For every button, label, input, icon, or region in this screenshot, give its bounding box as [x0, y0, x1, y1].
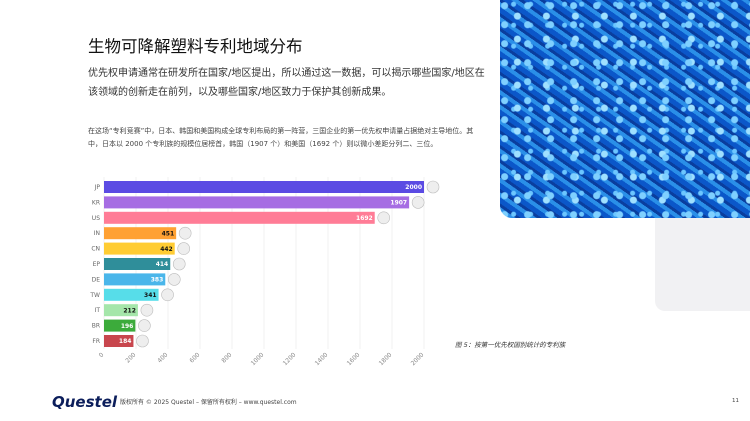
x-tick-label: 600 [188, 351, 201, 364]
flag-jp-icon [426, 180, 440, 194]
bar-chart: 0 200 400 600 800 1000 1200 1400 1600 1800 2000 JP 2… [89, 177, 440, 367]
gray-panel [655, 218, 750, 311]
x-tick-label: 200 [124, 351, 137, 364]
bar-cn [104, 242, 175, 255]
bar-kr [104, 196, 410, 209]
value-label: 1692 [356, 215, 373, 222]
bar-br [104, 319, 136, 332]
value-label: 184 [119, 338, 132, 345]
x-tick-label: 1200 [282, 351, 298, 367]
category-label-ep: EP [93, 261, 101, 268]
intro-text: 优先权申请通常在研发所在国家/地区提出，所以通过这一数据，可以揭示哪些国家/地区… [88, 68, 485, 98]
flag-fr-icon [136, 334, 149, 348]
bar-us [104, 211, 375, 224]
value-label: 442 [160, 246, 173, 253]
x-tick-label: 1400 [314, 351, 330, 367]
category-label-fr: FR [92, 338, 100, 345]
questel-logo: Questel [52, 393, 118, 411]
bar-ep [104, 258, 171, 270]
category-label-cn: CN [91, 246, 100, 253]
x-tick-label: 1600 [346, 351, 362, 367]
body-paragraph: 在这场“专利竞赛”中，日本、韩国和美国构成全球专利布局的第一阵营，三国企业的第一… [88, 127, 474, 148]
page-title: 生物可降解塑料专利地域分布 [88, 37, 303, 56]
flag-tw-icon [161, 288, 174, 302]
category-label-jp: JP [94, 184, 101, 191]
category-label-it: IT [95, 307, 101, 314]
category-label-us: US [92, 215, 100, 222]
x-tick-label: 400 [156, 351, 169, 364]
flag-br-icon [138, 319, 151, 332]
value-label: 341 [144, 292, 157, 299]
value-label: 383 [151, 277, 164, 284]
flag-ep-icon [172, 257, 186, 271]
blue-plastic-photo [500, 0, 750, 218]
x-tick-label: 1800 [378, 351, 394, 367]
category-label-in: IN [94, 230, 100, 237]
flag-cn-icon [177, 242, 191, 255]
category-label-de: DE [92, 276, 101, 283]
page-number: 11 [732, 398, 739, 404]
x-tick-label: 1000 [250, 351, 266, 367]
bar-in [104, 227, 177, 240]
bar-de [104, 273, 166, 286]
flag-kr-icon [411, 196, 425, 209]
value-label: 1907 [390, 200, 407, 207]
flag-in-icon [178, 226, 192, 240]
category-label-kr: KR [92, 199, 100, 206]
flag-de-icon [167, 273, 181, 286]
value-label: 451 [162, 230, 175, 237]
x-tick-label: 2000 [410, 351, 426, 367]
category-label-tw: TW [89, 292, 100, 299]
value-label: 212 [123, 307, 136, 314]
x-tick-label: 800 [220, 351, 233, 364]
value-label: 414 [156, 261, 169, 268]
flag-us-icon [377, 211, 391, 225]
copyright: 版权所有 © 2025 Questel – 保留所有权利 – www.quest… [120, 399, 297, 406]
figure-caption: 图 5：按第一优先权国别统计的专利族 [455, 341, 566, 349]
bar-fr [104, 335, 134, 347]
x-tick-label: 0 [98, 351, 106, 359]
value-label: 196 [121, 323, 134, 330]
category-label-br: BR [92, 323, 100, 330]
flag-it-icon [140, 303, 154, 317]
bar-jp [104, 181, 424, 193]
bar-it [104, 304, 138, 317]
bar-tw [104, 288, 159, 301]
value-label: 2000 [405, 184, 422, 191]
